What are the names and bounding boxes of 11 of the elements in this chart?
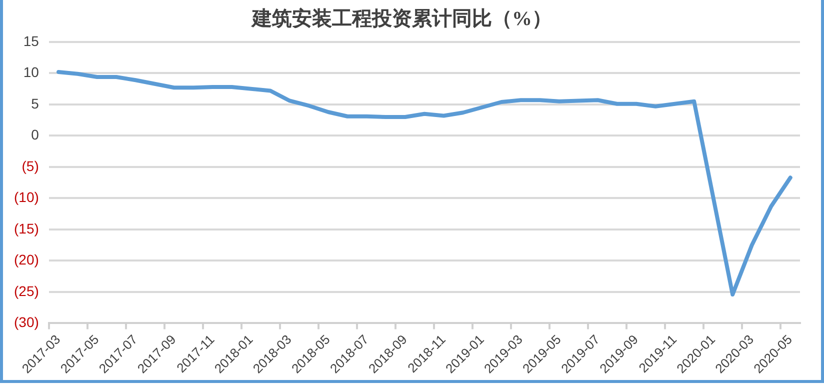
y-tick-label: 10 (23, 64, 40, 80)
y-tick-label: 0 (31, 126, 40, 143)
y-tick-label: (20) (14, 252, 39, 268)
y-tick-label: (30) (14, 314, 39, 330)
y-tick-label: (5) (22, 158, 39, 174)
y-tick-label: 5 (31, 95, 40, 112)
chart-title: 建筑安装工程投资累计同比（%） (250, 7, 552, 30)
y-tick-label: (15) (14, 220, 39, 236)
y-tick-label: 15 (23, 32, 40, 49)
y-tick-label: (10) (14, 189, 39, 206)
y-tick-label: (25) (14, 282, 39, 299)
